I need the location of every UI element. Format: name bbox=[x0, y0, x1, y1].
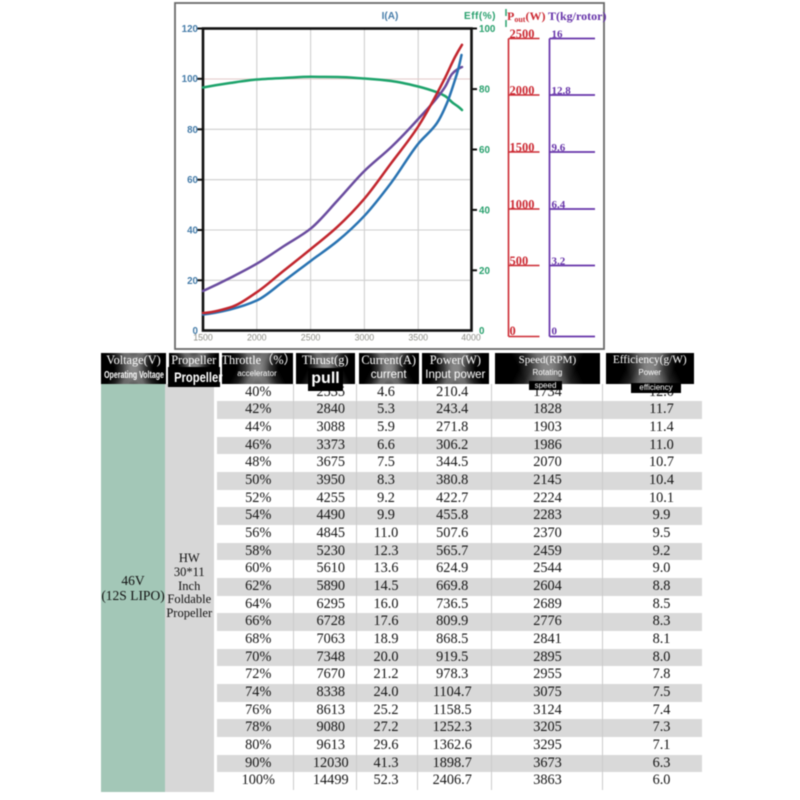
svg-text:0: 0 bbox=[479, 326, 485, 337]
svg-text:20: 20 bbox=[187, 276, 198, 287]
svg-text:2000: 2000 bbox=[510, 84, 535, 98]
svg-text:100: 100 bbox=[182, 74, 199, 85]
svg-text:3000: 3000 bbox=[355, 333, 375, 343]
svg-text:2500: 2500 bbox=[510, 27, 535, 41]
svg-text:I(A): I(A) bbox=[382, 11, 399, 22]
svg-text:T(kg/rotor): T(kg/rotor) bbox=[548, 9, 606, 23]
svg-text:16: 16 bbox=[552, 29, 564, 41]
svg-text:1500: 1500 bbox=[510, 141, 535, 155]
svg-text:60: 60 bbox=[187, 175, 198, 186]
svg-text:3.2: 3.2 bbox=[552, 256, 566, 268]
svg-text:100: 100 bbox=[479, 24, 496, 35]
svg-text:12.8: 12.8 bbox=[552, 85, 572, 97]
svg-text:9.6: 9.6 bbox=[552, 142, 566, 154]
svg-text:1500: 1500 bbox=[193, 333, 213, 343]
svg-text:2500: 2500 bbox=[301, 333, 321, 343]
svg-text:40: 40 bbox=[479, 206, 490, 217]
svg-text:80: 80 bbox=[187, 125, 198, 136]
svg-text:0: 0 bbox=[193, 326, 199, 337]
svg-text:120: 120 bbox=[182, 24, 199, 35]
svg-text:40: 40 bbox=[187, 226, 198, 237]
svg-text:Pout(W): Pout(W) bbox=[507, 9, 545, 24]
svg-text:0: 0 bbox=[552, 326, 558, 338]
svg-text:1000: 1000 bbox=[510, 198, 535, 212]
svg-text:2000: 2000 bbox=[247, 333, 267, 343]
svg-text:60: 60 bbox=[479, 145, 490, 156]
svg-text:6.4: 6.4 bbox=[552, 199, 566, 211]
svg-text:500: 500 bbox=[510, 254, 529, 268]
svg-text:0: 0 bbox=[510, 324, 516, 338]
svg-text:Eff(%): Eff(%) bbox=[464, 11, 496, 22]
svg-text:3500: 3500 bbox=[408, 333, 428, 343]
svg-text:4000: 4000 bbox=[461, 333, 481, 343]
svg-text:20: 20 bbox=[479, 266, 490, 277]
svg-text:80: 80 bbox=[479, 85, 490, 96]
